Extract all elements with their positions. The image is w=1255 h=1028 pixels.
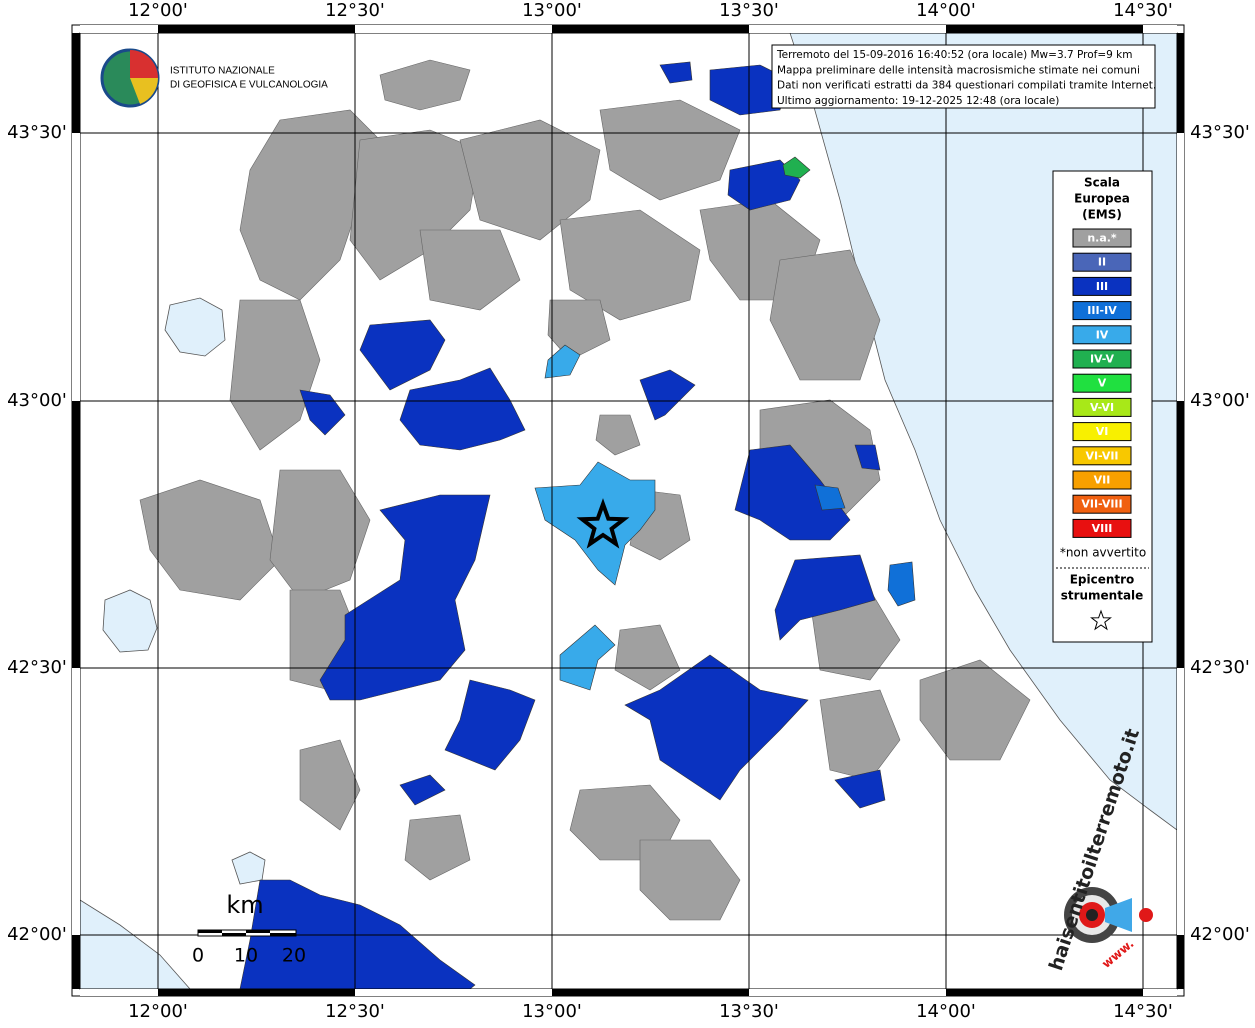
legend-title: Europea: [1074, 192, 1130, 206]
frame-segment: [1143, 25, 1177, 33]
longitude-label: 13°30': [719, 1001, 779, 1022]
legend-swatch: [1072, 446, 1132, 466]
latitude-label: 43°30': [1190, 122, 1250, 143]
legend-star: [1090, 609, 1112, 631]
site-logo: [1064, 887, 1153, 943]
frame-segment: [1177, 401, 1184, 668]
institute-name: DI GEOFISICA E VULCANOLOGIA: [170, 80, 328, 91]
longitude-label: 14°00': [916, 1001, 976, 1022]
legend-label: VII: [1094, 474, 1111, 487]
latitude-label: 43°00': [7, 390, 67, 411]
legend-label: III: [1096, 280, 1108, 293]
frame-segment: [158, 25, 355, 33]
map-frame: [71, 24, 1185, 997]
longitude-label: 14°30': [1113, 1001, 1173, 1022]
latitude-label: 42°00': [1190, 924, 1250, 945]
longitude-label: 14°00': [916, 0, 976, 21]
longitude-label: 12°30': [325, 0, 385, 21]
latitude-label: 42°30': [7, 657, 67, 678]
frame-segment: [1143, 989, 1177, 996]
longitude-label: 13°00': [522, 1001, 582, 1022]
legend-title: Scala: [1084, 176, 1120, 190]
legend-swatch: [1072, 301, 1132, 321]
longitude-label: 13°30': [719, 0, 779, 21]
scale-unit: km: [226, 891, 263, 919]
info-line: Ultimo aggiornamento: 19-12-2025 12:48 (…: [777, 95, 1059, 107]
legend-label: III-IV: [1087, 304, 1117, 317]
scale-label: 20: [282, 945, 306, 967]
legend-label: IV-V: [1090, 353, 1115, 366]
latitude-label: 43°30': [7, 122, 67, 143]
frame-segment: [552, 25, 749, 33]
longitude-label: 12°30': [325, 1001, 385, 1022]
legend-label: VIII: [1092, 522, 1113, 535]
frame-segment: [1177, 935, 1184, 989]
legend-label: II: [1098, 256, 1106, 269]
frame-segment: [72, 33, 80, 133]
frame-segment: [72, 133, 80, 401]
frame-segment: [72, 668, 80, 935]
municipalities-iv: [534, 344, 656, 691]
legend-swatch: [1072, 252, 1132, 272]
legend-label: n.a.*: [1087, 232, 1117, 245]
legend-epicenter: strumentale: [1061, 589, 1144, 603]
frame-segment: [80, 989, 158, 996]
info-line: Mappa preliminare delle intensità macros…: [777, 64, 1140, 76]
legend-swatch: [1072, 228, 1132, 248]
municipalities-iii: [239, 61, 886, 990]
frame-segment: [749, 25, 946, 33]
legend-swatch: [1072, 470, 1132, 490]
municipalities-iii-iv: [814, 484, 916, 607]
frame-segment: [355, 25, 552, 33]
frame-segment: [72, 401, 80, 668]
longitude-label: 12°00': [128, 0, 188, 21]
frame-segment: [72, 935, 80, 989]
legend-label: VI: [1096, 425, 1109, 438]
legend-swatch: [1072, 422, 1132, 442]
legend-label: IV: [1096, 328, 1109, 341]
legend-label: VII-VIII: [1081, 498, 1122, 511]
institute-name: ISTITUTO NAZIONALE: [170, 66, 275, 77]
frame-segment: [552, 989, 749, 996]
frame-segment: [1177, 133, 1184, 401]
legend-title: (EMS): [1082, 208, 1122, 222]
legend-swatch: [1072, 518, 1132, 538]
longitude-label: 14°30': [1113, 0, 1173, 21]
latitude-label: 43°00': [1190, 390, 1250, 411]
legend-label: V: [1098, 377, 1107, 390]
frame-segment: [1177, 33, 1184, 133]
scale-bar: [197, 929, 297, 937]
frame-segment: [355, 989, 552, 996]
frame-segment: [1177, 668, 1184, 935]
legend-swatch: [1072, 397, 1132, 417]
legend-label: V-VI: [1090, 401, 1114, 414]
legend-epicenter: Epicentro: [1070, 573, 1135, 587]
longitude-label: 13°00': [522, 0, 582, 21]
legend-swatch: [1072, 494, 1132, 514]
legend-label: VI-VII: [1085, 449, 1118, 462]
info-box: [771, 44, 1156, 109]
info-line: Terremoto del 15-09-2016 16:40:52 (ora l…: [776, 49, 1132, 61]
legend-swatch: [1072, 373, 1132, 393]
latitude-label: 42°00': [7, 924, 67, 945]
institute-logo: ISTITUTO NAZIONALE DI GEOFISICA E VULCAN…: [100, 48, 328, 108]
frame-segment: [80, 25, 158, 33]
legend-swatch: [1072, 325, 1132, 345]
latitude-label: 42°30': [1190, 657, 1250, 678]
legend-swatch: [1072, 276, 1132, 296]
legend-swatch: [1072, 349, 1132, 369]
frame-segment: [749, 989, 946, 996]
legend-note: *non avvertito: [1060, 546, 1146, 560]
municipality-iv-v: [782, 156, 811, 179]
scale-label: 10: [234, 945, 258, 967]
epicenter-star: [576, 498, 630, 549]
scale-label: 0: [192, 945, 204, 967]
frame-segment: [158, 989, 355, 996]
info-line: Dati non verificati estratti da 384 ques…: [777, 80, 1156, 92]
frame-segment: [946, 989, 1143, 996]
longitude-label: 12°00': [128, 1001, 188, 1022]
frame-segment: [946, 25, 1143, 33]
